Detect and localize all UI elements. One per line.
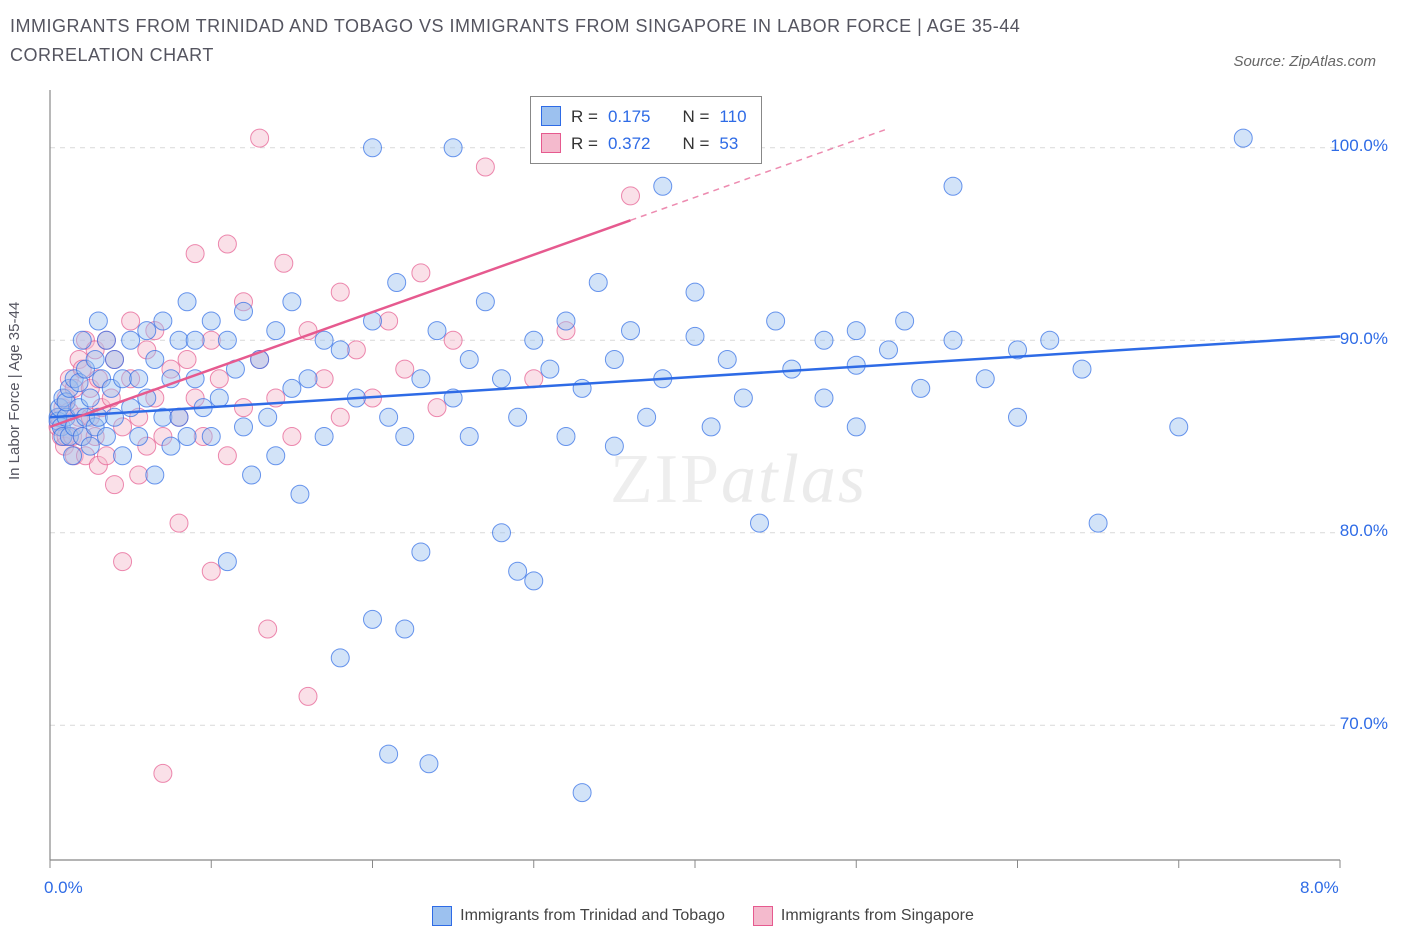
r-value: 0.372	[608, 130, 651, 157]
r-label: R =	[571, 103, 598, 130]
header-row: IMMIGRANTS FROM TRINIDAD AND TOBAGO VS I…	[0, 0, 1406, 70]
legend-item: Immigrants from Singapore	[753, 906, 974, 926]
legend-label: Immigrants from Trinidad and Tobago	[460, 907, 725, 925]
n-label: N =	[682, 130, 709, 157]
r-label: R =	[571, 130, 598, 157]
stats-row: R = 0.372 N = 53	[541, 130, 747, 157]
x-tick-label: 0.0%	[44, 878, 83, 898]
y-tick-label: 70.0%	[1340, 714, 1388, 734]
scatter-plot	[0, 70, 1406, 900]
n-value: 110	[719, 103, 746, 130]
legend-label: Immigrants from Singapore	[781, 907, 974, 925]
correlation-stats-box: R = 0.175 N = 110 R = 0.372 N = 53	[530, 96, 762, 164]
legend-item: Immigrants from Trinidad and Tobago	[432, 906, 725, 926]
series-swatch	[541, 133, 561, 153]
y-tick-label: 90.0%	[1340, 329, 1388, 349]
legend: Immigrants from Trinidad and Tobago Immig…	[0, 906, 1406, 926]
y-tick-label: 100.0%	[1330, 136, 1388, 156]
r-value: 0.175	[608, 103, 651, 130]
stats-row: R = 0.175 N = 110	[541, 103, 747, 130]
chart-title: IMMIGRANTS FROM TRINIDAD AND TOBAGO VS I…	[10, 12, 1130, 70]
y-tick-label: 80.0%	[1340, 521, 1388, 541]
series-swatch	[541, 106, 561, 126]
y-axis-label: In Labor Force | Age 35-44	[6, 301, 23, 479]
n-label: N =	[682, 103, 709, 130]
legend-swatch	[753, 906, 773, 926]
legend-swatch	[432, 906, 452, 926]
n-value: 53	[719, 130, 738, 157]
chart-area: In Labor Force | Age 35-44 ZIPatlas R =0…	[0, 70, 1406, 930]
source-attribution: Source: ZipAtlas.com	[1233, 53, 1376, 70]
x-tick-label: 8.0%	[1300, 878, 1339, 898]
